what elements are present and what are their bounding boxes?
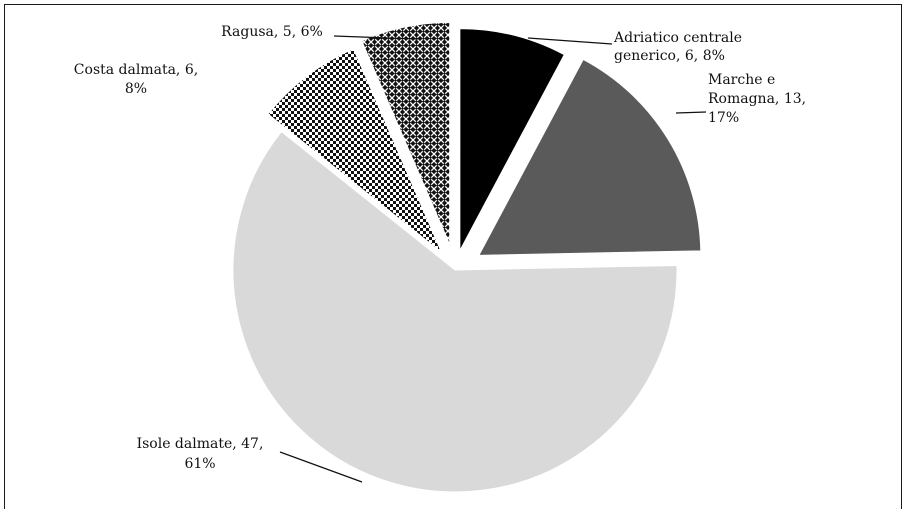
slice-labels: Adriatico centrale generico, 6, 8% Marche … [74,24,806,472]
leader-line-ragusa [333,35,419,40]
slice-label-line: 61% [184,456,215,472]
slice-label-line: Romagna, 13, [708,91,806,107]
slice-label-line: generico, 6, 8% [614,48,725,64]
slice-label-marche-e-romagna: Marche e Romagna, 13, 17% [708,72,806,126]
leader-lines [279,35,707,483]
slice-label-line: Adriatico centrale [613,30,742,46]
slice-label-line: Costa dalmata, 6, [74,62,198,78]
slice-label-costa-dalmata: Costa dalmata, 6, 8% [74,62,198,97]
slice-label-line: Isole dalmate, 47, [137,436,264,452]
pie-slice-isole-dalmate [232,130,678,493]
pie-slices [232,22,702,493]
pie-slice-costa-dalmata [267,48,443,253]
leader-line-isole-dalmate [279,451,363,483]
leader-line-marche-e-romagna [675,111,707,114]
pie-slice-adriatico-centrale-generico [459,28,565,251]
slice-label-isole-dalmate: Isole dalmate, 47, 61% [137,436,264,472]
slice-label-line: 8% [125,81,147,97]
slice-label-line: Marche e [708,72,775,88]
leader-line-adriatico-centrale-generico [527,37,613,45]
pie-slice-ragusa [360,22,451,245]
slice-label-adriatico-centrale-generico: Adriatico centrale generico, 6, 8% [613,30,742,64]
slice-label-ragusa: Ragusa, 5, 6% [221,24,323,40]
pie-slice-marche-e-romagna [478,58,702,256]
slice-label-line: 17% [708,110,739,126]
slice-label-line: Ragusa, 5, 6% [221,24,323,40]
